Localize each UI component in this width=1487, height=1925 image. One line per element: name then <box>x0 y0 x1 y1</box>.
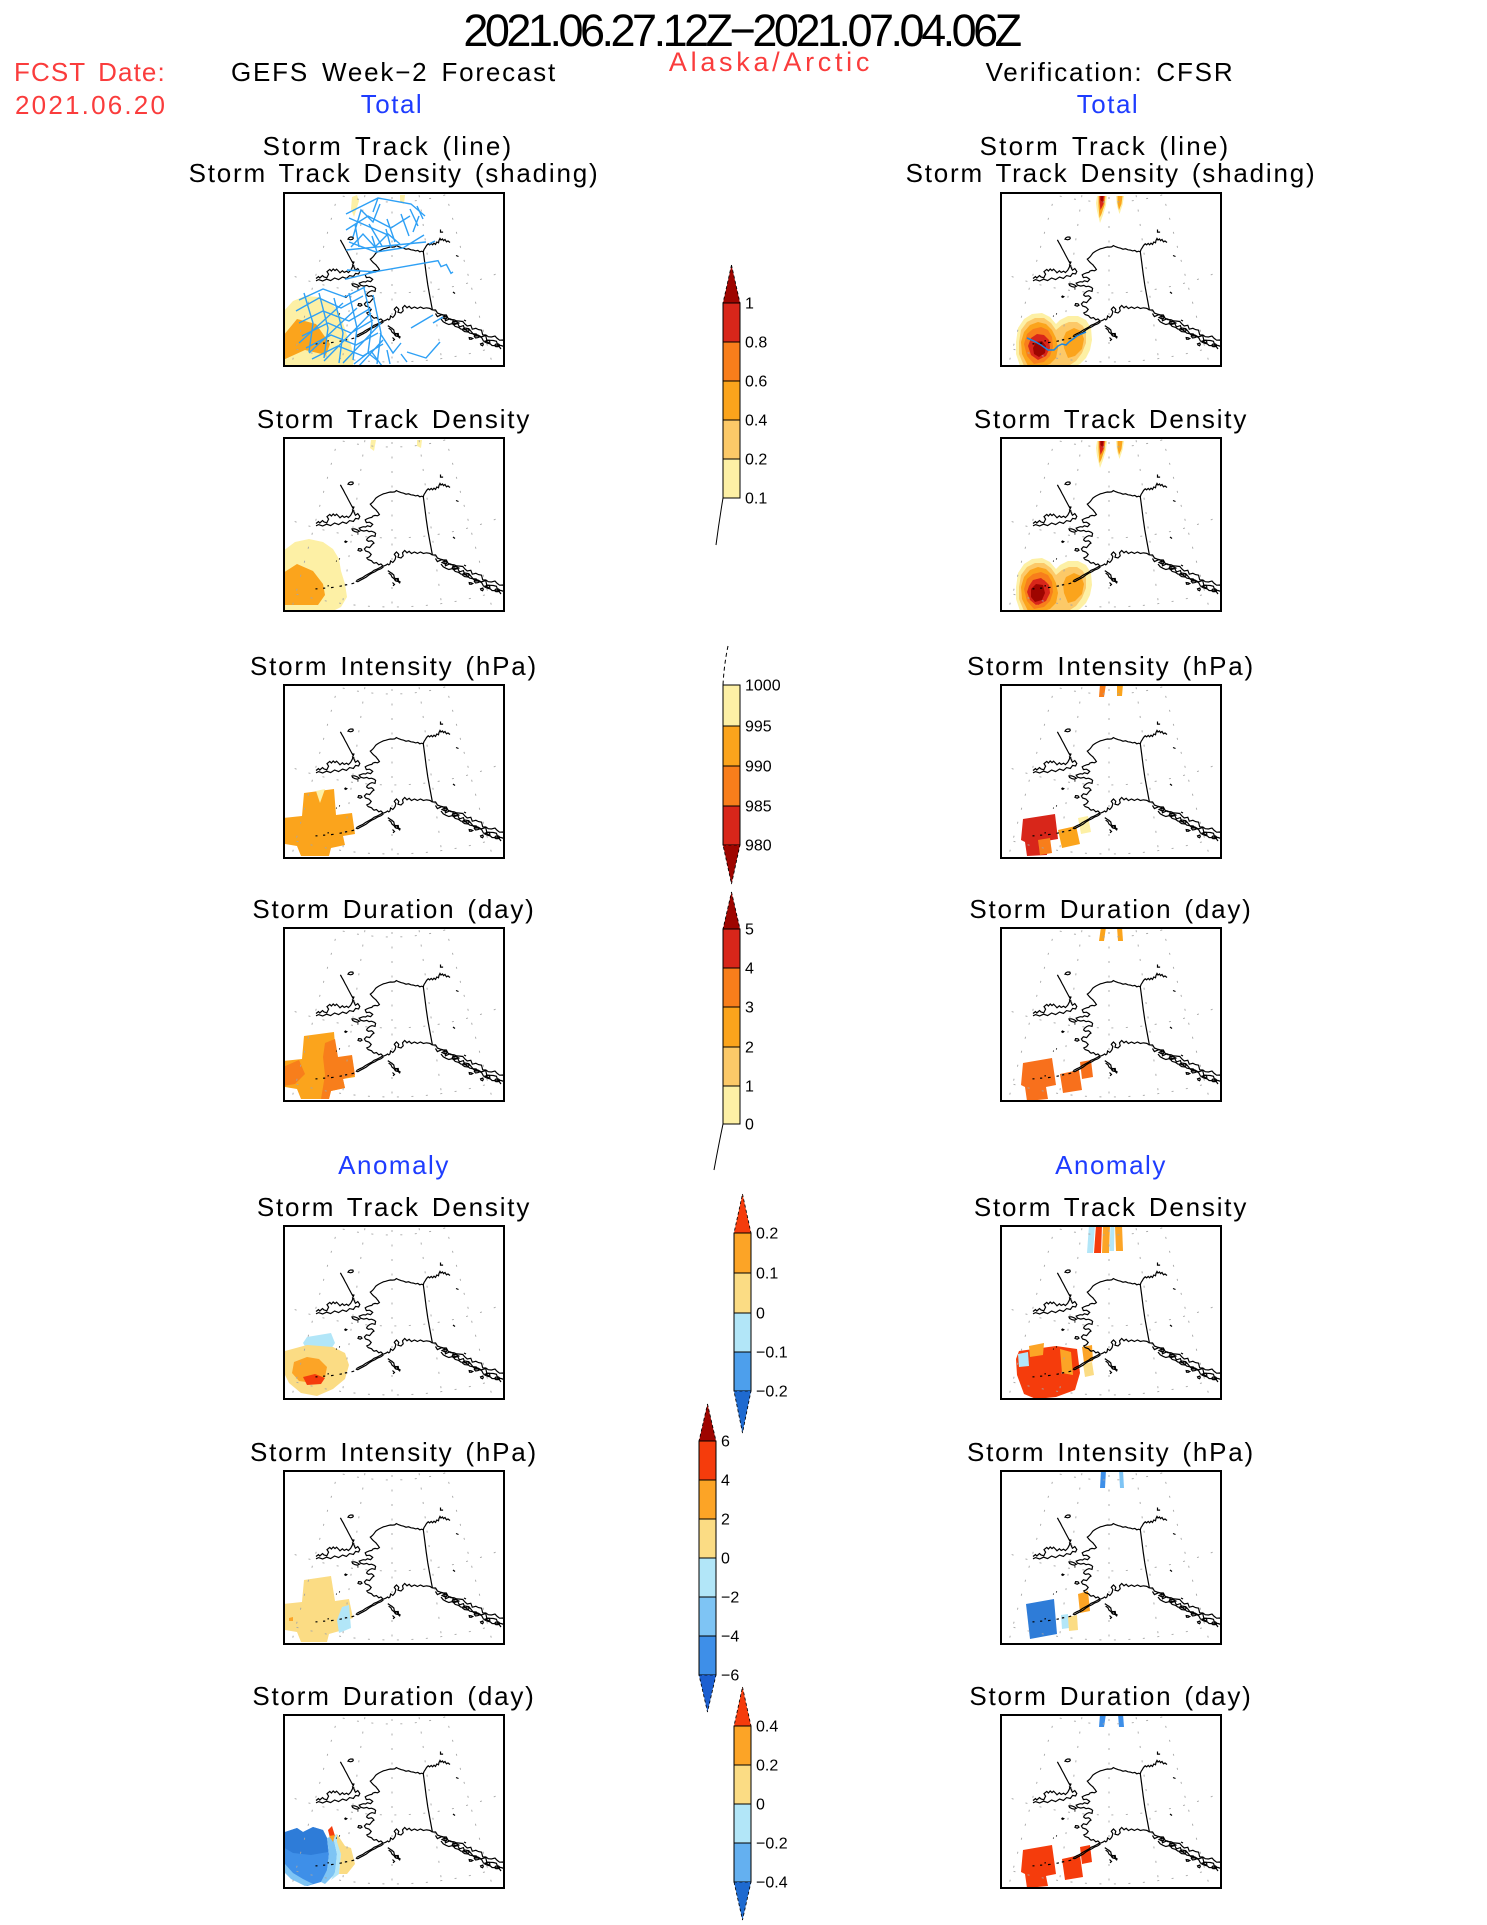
svg-text:1: 1 <box>745 1079 754 1096</box>
svg-text:0.2: 0.2 <box>756 1758 778 1775</box>
svg-text:980: 980 <box>745 838 772 855</box>
svg-text:−0.2: −0.2 <box>756 1384 788 1401</box>
svg-text:−4: −4 <box>721 1629 739 1646</box>
svg-text:4: 4 <box>745 961 754 978</box>
svg-text:0: 0 <box>756 1797 765 1814</box>
svg-text:0.8: 0.8 <box>745 335 767 352</box>
svg-text:3: 3 <box>745 1000 754 1017</box>
svg-text:1: 1 <box>745 296 754 313</box>
svg-text:−0.1: −0.1 <box>756 1345 788 1362</box>
svg-text:2: 2 <box>745 1040 754 1057</box>
svg-text:985: 985 <box>745 799 772 816</box>
svg-text:0.4: 0.4 <box>745 413 767 430</box>
svg-text:0: 0 <box>721 1551 730 1568</box>
svg-text:995: 995 <box>745 719 772 736</box>
svg-text:0.4: 0.4 <box>756 1719 778 1736</box>
svg-text:0: 0 <box>756 1306 765 1323</box>
svg-text:0.2: 0.2 <box>756 1226 778 1243</box>
svg-text:4: 4 <box>721 1473 730 1490</box>
svg-text:0.1: 0.1 <box>756 1266 778 1283</box>
svg-text:0.2: 0.2 <box>745 452 767 469</box>
svg-text:−6: −6 <box>721 1668 739 1685</box>
svg-text:2: 2 <box>721 1512 730 1529</box>
svg-text:990: 990 <box>745 759 772 776</box>
svg-text:−0.2: −0.2 <box>756 1836 788 1853</box>
svg-text:5: 5 <box>745 922 754 939</box>
svg-text:−0.4: −0.4 <box>756 1875 788 1892</box>
svg-text:−2: −2 <box>721 1590 739 1607</box>
svg-text:6: 6 <box>721 1434 730 1451</box>
svg-text:0.6: 0.6 <box>745 374 767 391</box>
svg-text:1000: 1000 <box>745 678 781 695</box>
svg-text:0: 0 <box>745 1117 754 1134</box>
svg-text:0.1: 0.1 <box>745 491 767 508</box>
